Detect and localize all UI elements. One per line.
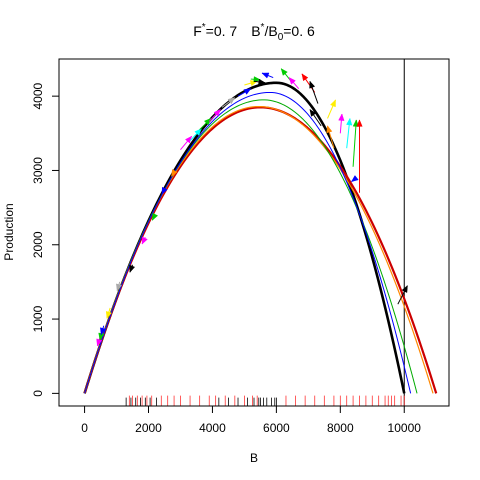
arrow-31 [326, 125, 335, 149]
production-curve-2 [83, 106, 438, 394]
arrow-head [301, 73, 309, 82]
arrow-head [309, 80, 316, 89]
arrow-head [356, 119, 363, 127]
arrow-19 [253, 78, 266, 85]
y-axis-label: Production [2, 203, 16, 260]
arrow-18 [250, 76, 262, 83]
arrow-26 [338, 113, 345, 134]
y-tick-label: 2000 [31, 231, 45, 258]
arrow-head [194, 128, 202, 136]
arrow-head [350, 175, 359, 182]
arrow-shaft [352, 119, 357, 167]
y-tick-label: 0 [31, 390, 45, 397]
x-tick-label: 0 [81, 421, 88, 435]
arrow-14 [208, 109, 221, 122]
y-tick-label: 4000 [31, 82, 45, 109]
arrow-head [258, 78, 266, 85]
arrow-head [261, 72, 270, 79]
arrow-15 [221, 97, 236, 108]
arrow-head [171, 169, 178, 177]
arrow-head [330, 99, 336, 108]
arrow-head [338, 113, 345, 121]
arrow-head [309, 108, 317, 117]
arrow-32 [350, 175, 359, 182]
chart-title: F*=0. 7 B*/B0=0. 6 [193, 22, 315, 43]
arrow-8 [151, 212, 159, 221]
arrow-20 [261, 72, 274, 79]
arrow-head [203, 117, 212, 126]
x-axis: 0 2000 4000 6000 8000 10000 [81, 405, 422, 435]
arrow-13 [199, 117, 212, 130]
arrow-25 [327, 99, 336, 119]
arrow-head [326, 125, 333, 134]
plot-area [83, 59, 438, 406]
arrow-head [346, 117, 353, 126]
arrow-16 [237, 88, 252, 97]
arrow-head [213, 109, 221, 117]
arrow-head [105, 311, 112, 319]
production-curve-5 [84, 91, 412, 394]
arrow-12 [189, 128, 202, 142]
arrow-7 [141, 236, 148, 245]
x-tick-label: 10000 [388, 421, 422, 435]
arrow-6 [129, 264, 136, 273]
y-tick-label: 3000 [31, 157, 45, 184]
x-tick-label: 6000 [263, 421, 290, 435]
y-tick-label: 1000 [31, 305, 45, 332]
arrow-head [100, 327, 107, 336]
arrow-30 [309, 108, 322, 127]
arrow-head [253, 76, 262, 83]
arrow-head [152, 212, 159, 221]
arrow-10 [171, 169, 178, 177]
arrow-33 [397, 285, 408, 305]
arrow-9 [161, 186, 168, 195]
arrow-head [280, 68, 288, 76]
arrow-head [401, 285, 408, 294]
arrow-5 [116, 281, 123, 292]
x-tick-label: 4000 [199, 421, 226, 435]
arrow-head [288, 77, 296, 85]
arrow-head [129, 264, 136, 273]
arrow-head [116, 283, 123, 292]
arrow-head [141, 236, 148, 245]
y-axis: 0 1000 2000 3000 4000 [31, 82, 60, 397]
arrow-29 [356, 119, 363, 193]
arrow-3 [100, 325, 107, 336]
arrow-head [243, 88, 252, 95]
arrow-22 [288, 77, 300, 90]
arrow-24 [309, 80, 319, 104]
x-tick-label: 8000 [327, 421, 354, 435]
arrow-head [161, 186, 168, 195]
arrow-27 [346, 117, 353, 149]
x-tick-label: 2000 [135, 421, 162, 435]
arrow-4 [105, 307, 112, 319]
x-axis-label: B [250, 451, 258, 465]
arrow-head [96, 338, 103, 347]
arrow-head [227, 97, 236, 105]
